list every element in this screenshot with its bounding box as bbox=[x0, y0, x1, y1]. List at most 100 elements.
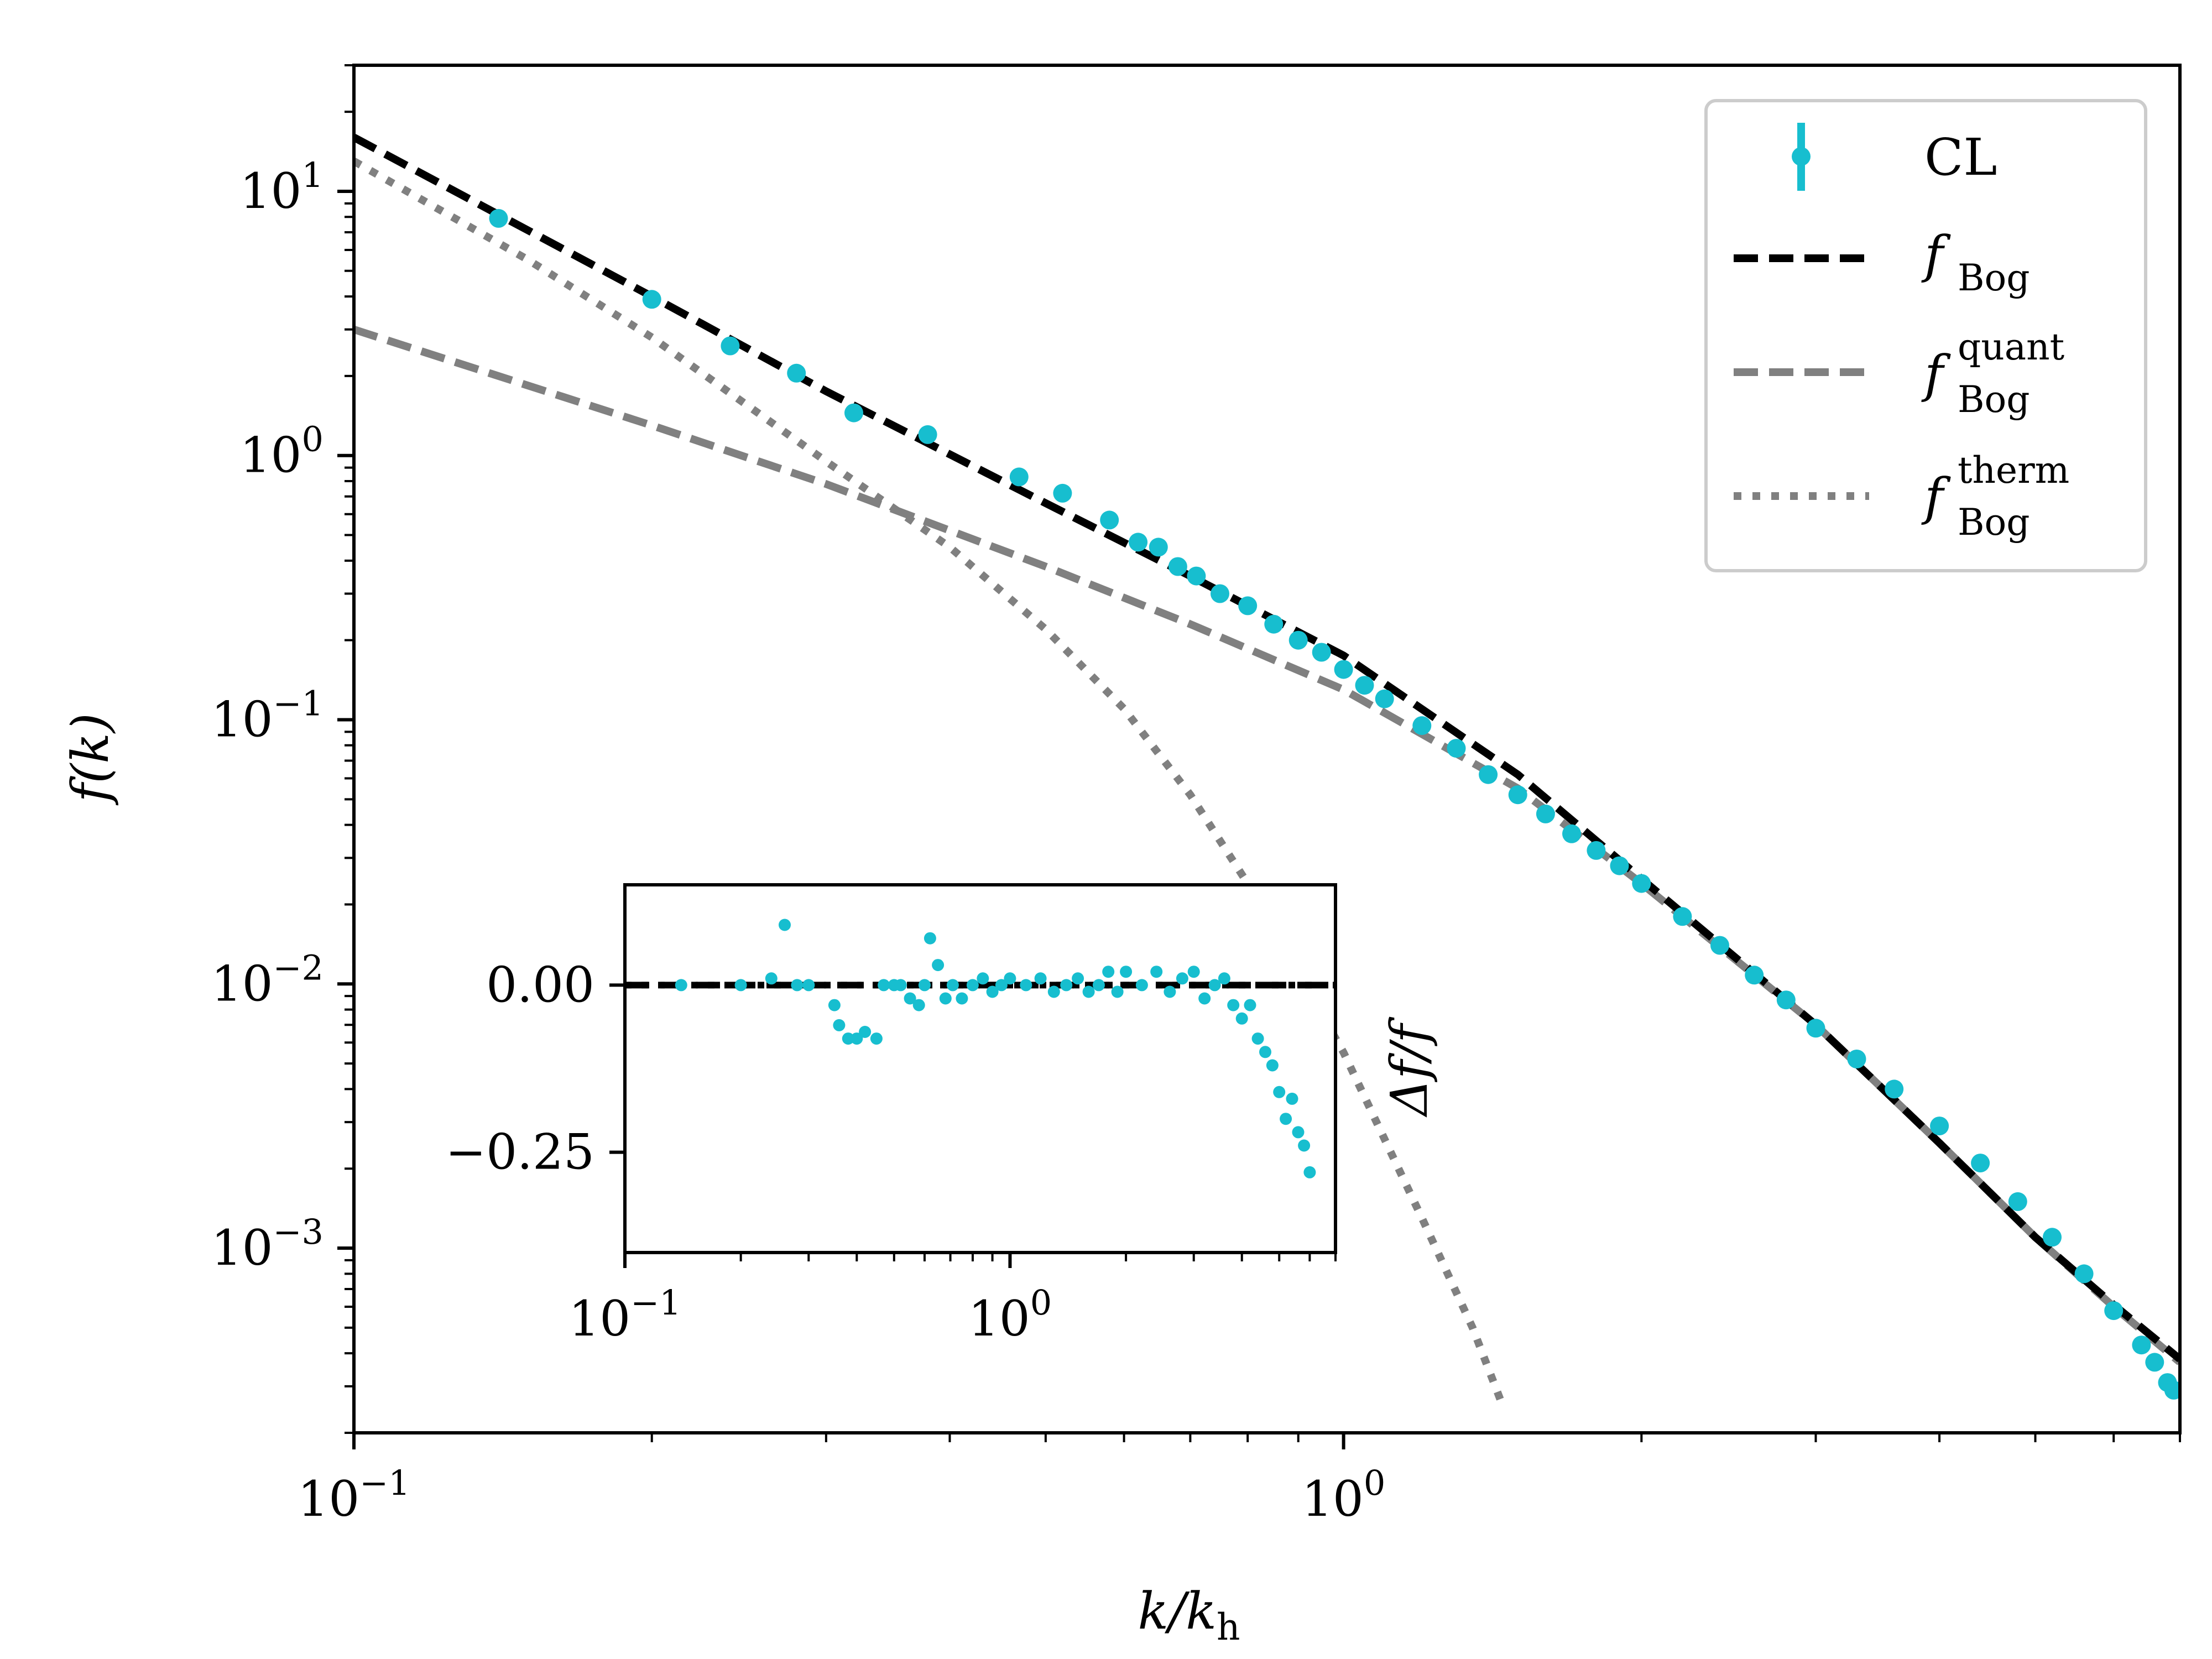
inset-tick-labels: 10−1 100 0.00 −0.25 bbox=[445, 956, 1052, 1347]
legend-therm-sup: therm bbox=[1958, 449, 2069, 492]
y-tick-label: 10−1 bbox=[211, 684, 324, 748]
cl-data-point bbox=[1129, 533, 1148, 552]
inset-data-point bbox=[859, 1026, 872, 1038]
inset-data-point bbox=[924, 932, 936, 945]
cl-data-point bbox=[1264, 614, 1284, 634]
inset-data-point bbox=[1120, 966, 1133, 978]
main-tick-labels: 10−1 100 101 100 10−1 10−2 10−3 bbox=[211, 155, 1386, 1527]
inset-data-point bbox=[675, 979, 687, 992]
inset-data-point bbox=[977, 972, 989, 985]
inset-data-point bbox=[912, 999, 925, 1011]
legend-quant-sub: Bog bbox=[1958, 378, 2030, 421]
y-tick-label: 10−3 bbox=[211, 1212, 324, 1276]
cl-data-point bbox=[1100, 510, 1119, 530]
inset-data-point bbox=[1292, 1126, 1305, 1139]
inset-data-point bbox=[765, 972, 778, 985]
cl-data-point bbox=[1710, 936, 1729, 955]
inset-data-point bbox=[1280, 1113, 1292, 1125]
inset-data-point bbox=[894, 979, 907, 992]
cl-data-point bbox=[1211, 584, 1229, 603]
inset-data-point bbox=[1273, 1086, 1286, 1098]
inset-data-point bbox=[932, 959, 945, 972]
x-axis-label-subscript: h bbox=[1217, 1606, 1240, 1648]
cl-data-point bbox=[1508, 785, 1527, 805]
inset-data-point bbox=[939, 992, 952, 1005]
inset-data-point bbox=[1251, 1032, 1264, 1045]
inset-data-point bbox=[878, 979, 890, 992]
inset-data-point bbox=[1198, 992, 1211, 1005]
y-tick-label: 10−2 bbox=[211, 947, 324, 1012]
inset-data-point bbox=[1187, 966, 1200, 978]
cl-data-point bbox=[2074, 1264, 2094, 1284]
y-tick-label: 101 bbox=[240, 155, 324, 220]
legend-cl-label: CL bbox=[1924, 128, 1997, 187]
fbog-line bbox=[354, 134, 2180, 1363]
cl-data-point bbox=[1536, 804, 1555, 823]
inset-data-point bbox=[1244, 999, 1256, 1011]
cl-data-point bbox=[1355, 676, 1374, 695]
cl-data-point bbox=[1885, 1079, 1904, 1099]
legend: CL f Bog f quant Bog f therm Bog bbox=[1704, 99, 2147, 572]
inset-data-point bbox=[995, 979, 1008, 992]
cl-data-point bbox=[1009, 467, 1029, 487]
cl-data-point bbox=[1562, 824, 1581, 843]
inset-data-point bbox=[802, 979, 815, 992]
inset-data-point bbox=[1047, 985, 1060, 998]
inset-data-point bbox=[833, 1019, 846, 1031]
main-cl-points bbox=[489, 208, 2180, 1400]
cl-data-point bbox=[642, 290, 661, 309]
cl-data-point bbox=[1479, 765, 1498, 784]
cl-data-point bbox=[2104, 1301, 2124, 1321]
inset-data-point bbox=[1135, 979, 1148, 992]
cl-data-point bbox=[1168, 557, 1187, 576]
y-axis-label: f(k) bbox=[61, 713, 120, 806]
inset-data-point bbox=[918, 979, 931, 992]
inset-data-point bbox=[779, 919, 791, 931]
cl-data-point bbox=[1238, 596, 1258, 615]
inset-data-point bbox=[1164, 985, 1176, 998]
inset-data-point bbox=[734, 979, 747, 992]
inset-data-point bbox=[986, 985, 999, 998]
inset-y-axis-label: Δf/f bbox=[1380, 1016, 1439, 1117]
cl-data-point bbox=[844, 403, 863, 422]
inset-data-point bbox=[1259, 1046, 1271, 1058]
cl-data-point bbox=[1930, 1117, 1949, 1136]
inset-data-point bbox=[1176, 972, 1188, 985]
inset-cl-points bbox=[675, 919, 1316, 1178]
cl-data-point bbox=[1745, 966, 1764, 985]
cl-data-point bbox=[1312, 643, 1331, 662]
inset-data-point bbox=[946, 979, 959, 992]
cl-data-point bbox=[1806, 1019, 1825, 1038]
x-axis-label: k/kh bbox=[1138, 1582, 1240, 1648]
x-tick-label: 10−1 bbox=[298, 1463, 410, 1527]
main-axes-frame bbox=[352, 64, 2182, 1434]
inset-data-point bbox=[870, 1032, 883, 1045]
inset-y-tick-label: −0.25 bbox=[445, 1124, 594, 1181]
cl-data-point bbox=[1334, 660, 1353, 679]
inset-data-point bbox=[1298, 1139, 1311, 1152]
inset-x-tick-label: 10−1 bbox=[568, 1282, 681, 1347]
main-plot: 10−1 100 101 100 10−1 10−2 10−3 k/kh f(k) bbox=[61, 64, 2182, 1648]
inset-data-point bbox=[1266, 1059, 1279, 1072]
inset-data-point bbox=[1286, 1092, 1298, 1105]
cl-data-point bbox=[1776, 990, 1796, 1010]
cl-data-point bbox=[1673, 907, 1692, 926]
legend-box bbox=[1704, 99, 2147, 572]
cl-data-point bbox=[2008, 1192, 2027, 1211]
main-ticks bbox=[337, 64, 2181, 1449]
inset-data-point bbox=[842, 1032, 854, 1045]
legend-entry-cl: CL bbox=[1792, 123, 1997, 191]
cl-data-point bbox=[1447, 739, 1466, 758]
inset-data-point bbox=[791, 979, 804, 992]
inset-data-point bbox=[1227, 999, 1240, 1011]
cl-data-point bbox=[787, 363, 806, 383]
x-tick-label: 100 bbox=[1302, 1463, 1385, 1527]
cl-data-point bbox=[1587, 841, 1606, 860]
inset-data-point bbox=[1034, 972, 1047, 985]
inset-data-point bbox=[1150, 966, 1163, 978]
inset-data-point bbox=[966, 979, 979, 992]
inset-data-point bbox=[956, 992, 968, 1005]
inset-data-point bbox=[1082, 985, 1095, 998]
legend-cl-marker bbox=[1792, 147, 1811, 166]
cl-data-point bbox=[721, 336, 740, 356]
